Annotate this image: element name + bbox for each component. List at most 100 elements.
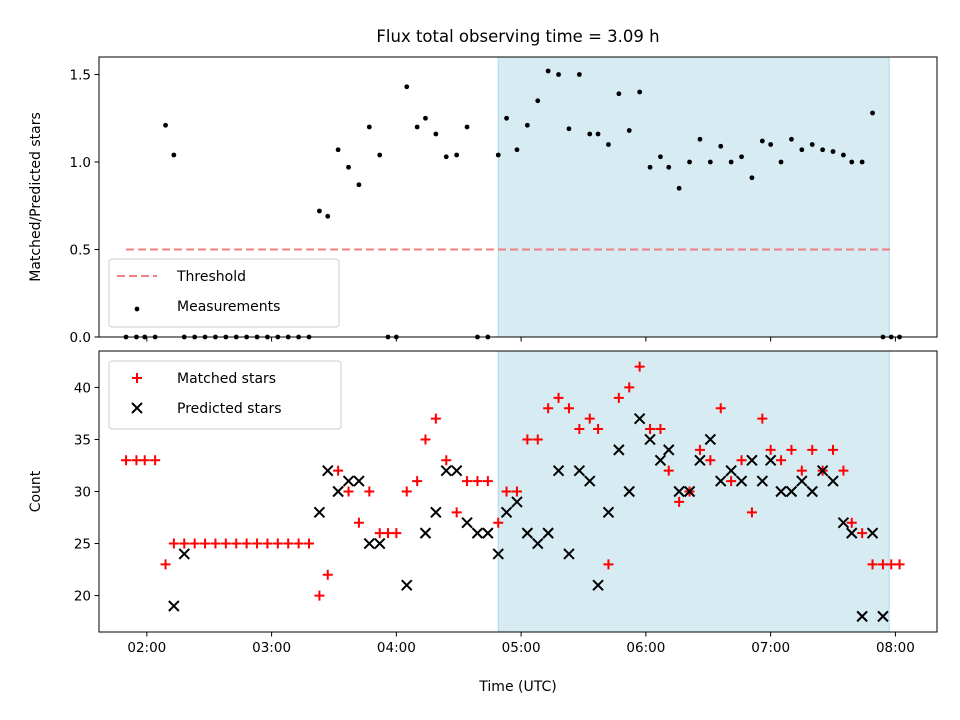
axes-frame — [98, 56, 938, 338]
measurement-point — [759, 138, 765, 144]
measurement-point — [809, 142, 815, 147]
predicted-stars-point — [846, 527, 858, 539]
predicted-stars-point — [746, 454, 758, 466]
matched-stars-point — [189, 538, 200, 549]
measurement-point — [718, 143, 724, 149]
matched-stars-point — [241, 538, 252, 549]
matched-stars-point — [613, 392, 624, 403]
measurement-point — [576, 72, 582, 77]
matched-stars-point — [786, 444, 797, 455]
y-tick-label: 25 — [74, 537, 91, 553]
measurement-point — [841, 152, 846, 158]
measurement-point — [404, 84, 410, 90]
predicted-stars-point — [322, 464, 334, 477]
matched-stars-point — [574, 424, 585, 435]
predicted-stars-point — [521, 527, 534, 539]
predicted-stars-point — [725, 464, 737, 477]
measurement-point — [414, 124, 420, 130]
predicted-stars-point — [877, 610, 889, 623]
measurement-point — [377, 152, 383, 158]
matched-stars-point — [333, 465, 344, 476]
predicted-stars-point — [856, 610, 868, 623]
predicted-stars-point — [613, 444, 625, 456]
matched-stars-point — [746, 507, 757, 518]
predicted-stars-point — [552, 464, 565, 477]
matched-stars-point — [624, 382, 635, 393]
matched-stars-point — [857, 528, 868, 539]
matched-stars-point — [894, 559, 905, 570]
predicted-stars-point — [694, 454, 706, 466]
matched-stars-point — [796, 465, 807, 476]
matched-stars-point — [828, 444, 839, 455]
measurement-point — [464, 124, 470, 130]
matched-stars-point — [715, 403, 726, 414]
matched-stars-point — [634, 361, 645, 372]
predicted-stars-point — [764, 454, 777, 466]
x-tick-label: 08:00 — [876, 640, 915, 656]
matched-stars-point — [765, 444, 776, 455]
predicted-stars-point — [471, 527, 484, 539]
measurement-point — [749, 175, 755, 181]
predicted-stars-point — [542, 527, 554, 539]
measurement-point — [443, 154, 449, 160]
measurement-point — [626, 128, 632, 133]
predicted-stars-point — [866, 527, 879, 539]
matched-stars-point — [726, 476, 737, 487]
predicted-stars-point — [573, 464, 586, 477]
matched-stars-point — [501, 486, 512, 497]
measurement-point — [495, 152, 501, 158]
predicted-stars-point — [342, 475, 355, 487]
predicted-stars-point — [816, 464, 829, 477]
matched-stars-point — [412, 476, 423, 487]
measurement-point — [454, 152, 460, 158]
observing-window-shade — [498, 57, 890, 337]
measurement-point — [356, 182, 362, 188]
legend: Matched stars Predicted stars — [108, 360, 342, 430]
measurement-point — [545, 68, 551, 74]
matched-stars-point — [511, 486, 522, 497]
predicted-stars-point — [806, 485, 818, 498]
predicted-stars-point — [332, 485, 344, 498]
measurement-point — [676, 185, 682, 191]
measurement-point — [171, 152, 177, 158]
measurement-point — [325, 213, 331, 219]
matched-stars-point — [139, 455, 150, 466]
matched-stars-point — [776, 455, 787, 466]
predicted-stars-point — [440, 464, 452, 477]
predicted-stars-point — [592, 579, 604, 591]
measurement-point — [697, 136, 703, 142]
legend-label: Predicted stars — [177, 401, 282, 417]
predicted-stars-point — [353, 475, 365, 487]
matched-stars-point — [420, 434, 431, 445]
measurement-point — [870, 110, 875, 116]
matched-stars-point — [293, 538, 304, 549]
measurement-point — [658, 154, 663, 160]
measurement-point — [687, 159, 692, 165]
predicted-stars-point — [654, 454, 667, 466]
measurement-point — [595, 131, 601, 137]
measurement-point — [423, 115, 428, 121]
matched-stars-point — [314, 590, 325, 601]
measurement-point — [556, 72, 561, 77]
matched-stars-point — [364, 486, 375, 497]
matched-stars-point — [603, 559, 614, 570]
measurement-point — [566, 126, 572, 132]
measurement-point — [637, 89, 643, 95]
y-tick-label: 1.0 — [70, 155, 91, 171]
measurement-point — [820, 147, 826, 153]
predicted-stars-point — [313, 506, 326, 519]
matched-stars-point — [231, 538, 242, 549]
measurement-point — [799, 147, 805, 153]
matched-stars-point — [220, 538, 231, 549]
measurement-point — [335, 147, 341, 153]
y-tick-label: 30 — [74, 485, 91, 501]
x-axis-label: Time (UTC) — [478, 679, 556, 695]
matched-stars-point — [584, 413, 595, 424]
legend-matched-swatch — [132, 373, 142, 383]
matched-stars-point — [441, 455, 452, 466]
matched-stars-point — [846, 517, 857, 528]
matched-stars-point — [451, 507, 462, 518]
matched-stars-point — [543, 403, 554, 414]
measurement-point — [830, 149, 836, 154]
